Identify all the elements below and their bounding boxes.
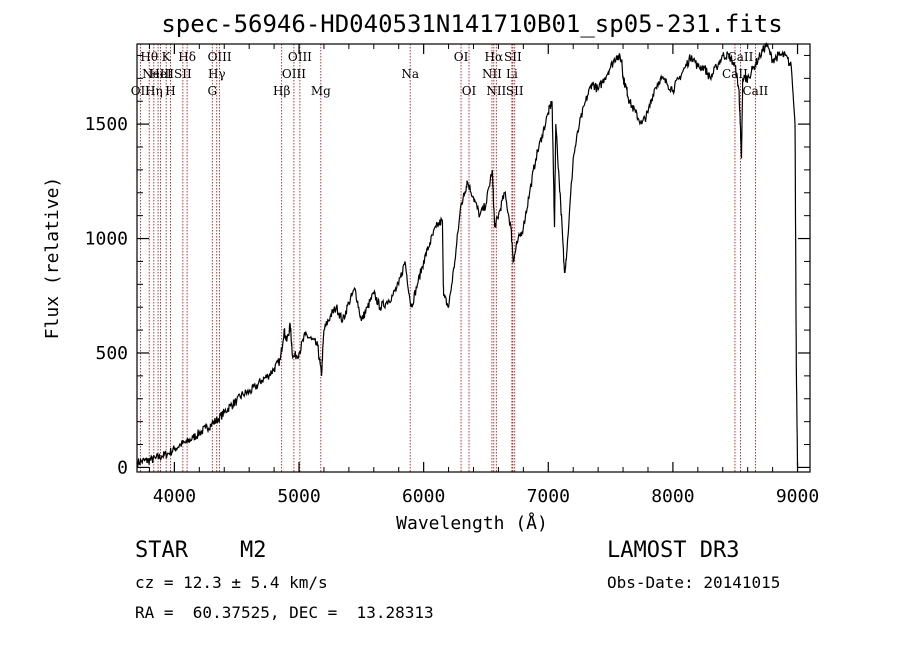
reference-line-label: OIII [288, 50, 312, 64]
x-axis-label: Wavelength (Å) [396, 512, 548, 534]
reference-line-label: OIII [208, 50, 232, 64]
y-axis-label: Flux (relative) [42, 177, 63, 340]
reference-line-label: SII [506, 84, 524, 98]
y-axis-ticks: 0 500 1000 1500 [85, 54, 810, 478]
reference-line-label: Hα [485, 50, 504, 64]
reference-line-label: CaII [742, 84, 768, 98]
reference-line-label: OIII [282, 67, 306, 81]
reference-line-label: CaII [728, 50, 754, 64]
reference-line-label: Hθ [140, 50, 158, 64]
reference-line-label: NII [486, 84, 506, 98]
y-tick-label: 1500 [85, 114, 128, 135]
y-tick-label: 0 [117, 457, 128, 478]
y-tick-label: 1000 [85, 229, 128, 250]
coordinates: RA = 60.37525, DEC = 13.28313 [135, 603, 434, 622]
reference-line-label: H [165, 84, 175, 98]
object-subclass: M2 [240, 538, 267, 563]
reference-line-label: Na [401, 67, 419, 81]
reference-line-label: OI [462, 84, 477, 98]
reference-line-label: NeIII [142, 67, 174, 81]
spectrum-line [136, 41, 799, 468]
reference-line-label: HeI [149, 67, 172, 81]
x-tick-label: 4000 [153, 486, 196, 507]
reference-line-label: SII [504, 50, 522, 64]
x-axis-ticks: 4000 5000 6000 7000 8000 9000 [148, 44, 819, 507]
reference-lines [139, 44, 756, 472]
reference-line-label: Hβ [273, 84, 290, 98]
survey-name: LAMOST DR3 [607, 538, 740, 563]
reference-line-label: Hγ [208, 67, 226, 81]
reference-line-label: Hδ [178, 50, 196, 64]
plot-frame [136, 43, 811, 473]
reference-line-label: Mg [311, 84, 331, 98]
reference-line-label: NII [482, 67, 502, 81]
x-tick-label: 6000 [402, 486, 445, 507]
x-tick-label: 5000 [277, 486, 320, 507]
observation-date: Obs-Date: 20141015 [607, 573, 781, 592]
reference-line-label: CaII [722, 67, 748, 81]
reference-line-label: K [162, 50, 172, 64]
x-tick-label: 8000 [651, 486, 694, 507]
chart-title: spec-56946-HD040531N141710B01_sp05-231.f… [161, 10, 782, 38]
reference-line-label: OII [131, 84, 151, 98]
reference-line-label: OI [454, 50, 469, 64]
reference-line-label: Hη [145, 84, 163, 98]
x-tick-label: 9000 [776, 486, 819, 507]
redshift-value: cz = 12.3 ± 5.4 km/s [135, 573, 328, 592]
y-tick-label: 500 [95, 343, 128, 364]
object-class: STAR [135, 538, 188, 563]
x-tick-label: 7000 [527, 486, 570, 507]
reference-line-label: SII [174, 67, 192, 81]
reference-line-label: Li [506, 67, 518, 81]
reference-line-label: G [207, 84, 217, 98]
